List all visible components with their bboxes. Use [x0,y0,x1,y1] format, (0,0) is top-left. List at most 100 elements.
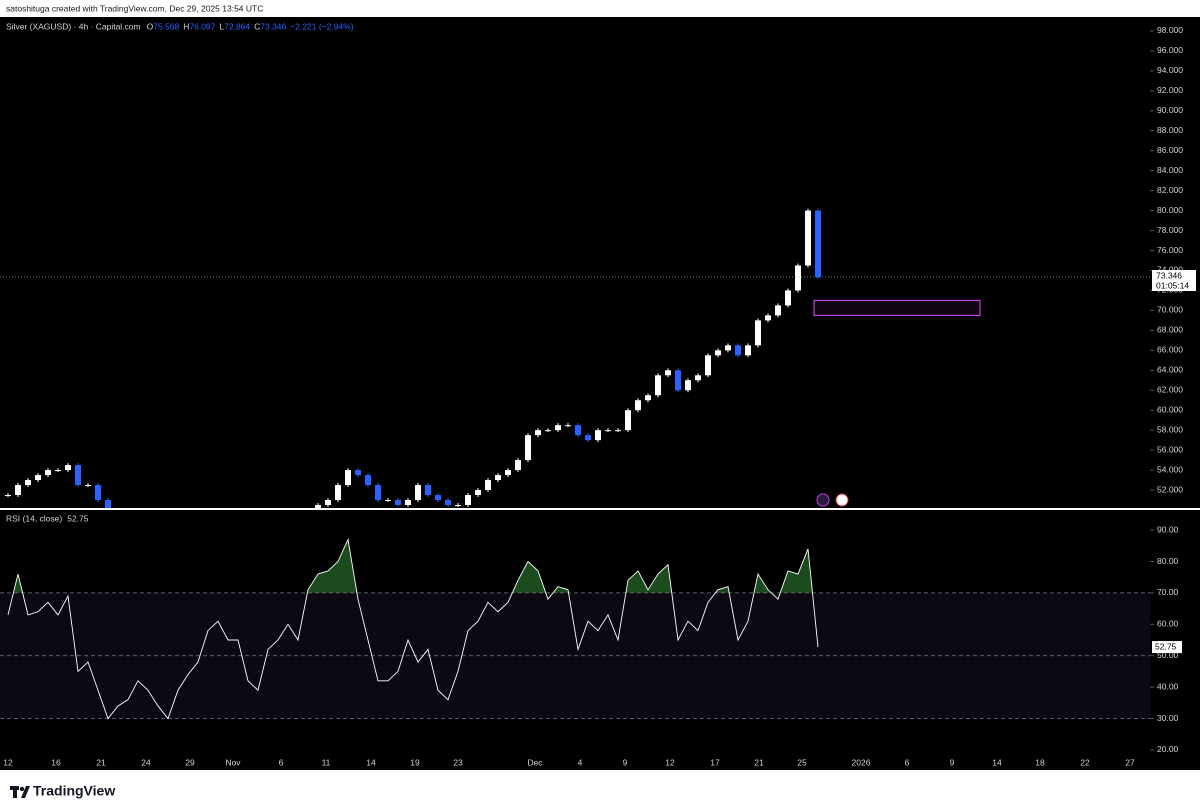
candle [85,485,91,487]
change-label: −2.221 (−2.94%) [290,21,353,31]
x-tick-label: 18 [1035,757,1045,767]
rsi-value-box [1152,641,1182,654]
candle [705,355,711,376]
y-tick-label: 96.000 [1157,45,1183,55]
candle [385,500,391,502]
last-price-label: 73.346 [1156,270,1182,280]
candle [605,430,611,432]
candle [425,485,431,496]
candle [355,470,361,476]
x-tick-label: 19 [410,757,420,767]
candle [485,480,491,491]
countdown: 01:05:14 [1156,280,1189,290]
candle [15,485,21,496]
ohlc-key: H [183,21,189,31]
ohlc-key: O [147,21,154,31]
x-tick-label: 12 [3,757,13,767]
y-tick-label: 78.000 [1157,225,1183,235]
candle [335,485,341,501]
candle [505,470,511,476]
y-tick-label: 54.000 [1157,464,1183,474]
y-tick-label: 90.00 [1157,524,1179,534]
candle [515,460,521,471]
x-tick-label: 6 [905,757,910,767]
y-tick-label: 60.00 [1157,619,1179,629]
candle [645,395,651,401]
x-tick-label: Nov [225,757,241,767]
rsi-title: RSI (14, close) [6,513,62,523]
candle [315,505,321,508]
candle [475,490,481,496]
rsi-pane [0,537,1150,720]
x-tick-label: 21 [96,757,106,767]
candle [585,435,591,441]
x-tick-label: 14 [992,757,1002,767]
y-tick-label: 74.000 [1157,265,1183,275]
x-tick-label: 2026 [852,757,871,767]
ohlc-key: C [254,21,260,31]
candle [25,480,31,486]
ohlc-value: 75.568 [153,21,179,31]
y-tick-label: 40.00 [1157,681,1179,691]
y-tick-label: 68.000 [1157,325,1183,335]
x-tick-label: 9 [623,757,628,767]
y-tick-label: 20.00 [1157,744,1179,754]
brand-logo [10,786,30,798]
x-tick-label: 25 [797,757,807,767]
candle [545,430,551,432]
candle [415,485,421,501]
y-tick-label: 90.000 [1157,105,1183,115]
x-tick-label: 22 [1080,757,1090,767]
ohlc-value: 73.346 [260,21,286,31]
credit: satoshituga created with TradingView.com… [6,3,263,13]
candle [655,375,661,396]
y-tick-label: 64.000 [1157,365,1183,375]
y-tick-label: 50.00 [1157,650,1179,660]
x-tick-label: 6 [279,757,284,767]
candle [5,495,11,497]
x-tick-label: 14 [366,757,376,767]
candle [445,500,451,506]
y-tick-label: 80.00 [1157,556,1179,566]
y-tick-label: 30.00 [1157,713,1179,723]
x-tick-label: 16 [51,757,61,767]
y-tick-label: 52.000 [1157,484,1183,494]
candle [435,495,441,501]
candle [35,475,41,481]
y-tick-label: 94.000 [1157,65,1183,75]
candle [345,470,351,486]
ohlc-value: 72.864 [224,21,250,31]
x-tick-label: Dec [527,757,543,767]
y-tick-label: 76.000 [1157,245,1183,255]
candle [375,485,381,501]
candle [785,290,791,306]
candle [595,430,601,441]
candle [685,380,691,391]
ohlc-key: L [219,21,224,31]
last-price-box [1152,270,1196,292]
x-tick-label: 24 [141,757,151,767]
y-tick-label: 84.000 [1157,165,1183,175]
candle [75,465,81,486]
candle [535,430,541,436]
candle [455,505,461,507]
candle [325,500,331,506]
candle [745,345,751,356]
candle [755,320,761,346]
candle [495,475,501,481]
y-tick-label: 98.000 [1157,25,1183,35]
candle [695,375,701,381]
axes: Silver (XAGUSD) · 4h · Capital.com O 75.56… [3,21,1196,767]
header-bar [0,0,1200,17]
y-tick-label: 58.000 [1157,424,1183,434]
x-tick-label: 21 [754,757,764,767]
candle [105,500,111,508]
rsi-value-label: 52.75 [1155,641,1177,651]
candle [525,435,531,461]
candle [555,425,561,431]
candle [625,410,631,431]
y-tick-label: 80.000 [1157,205,1183,215]
candle [565,425,571,427]
candle [365,475,371,486]
